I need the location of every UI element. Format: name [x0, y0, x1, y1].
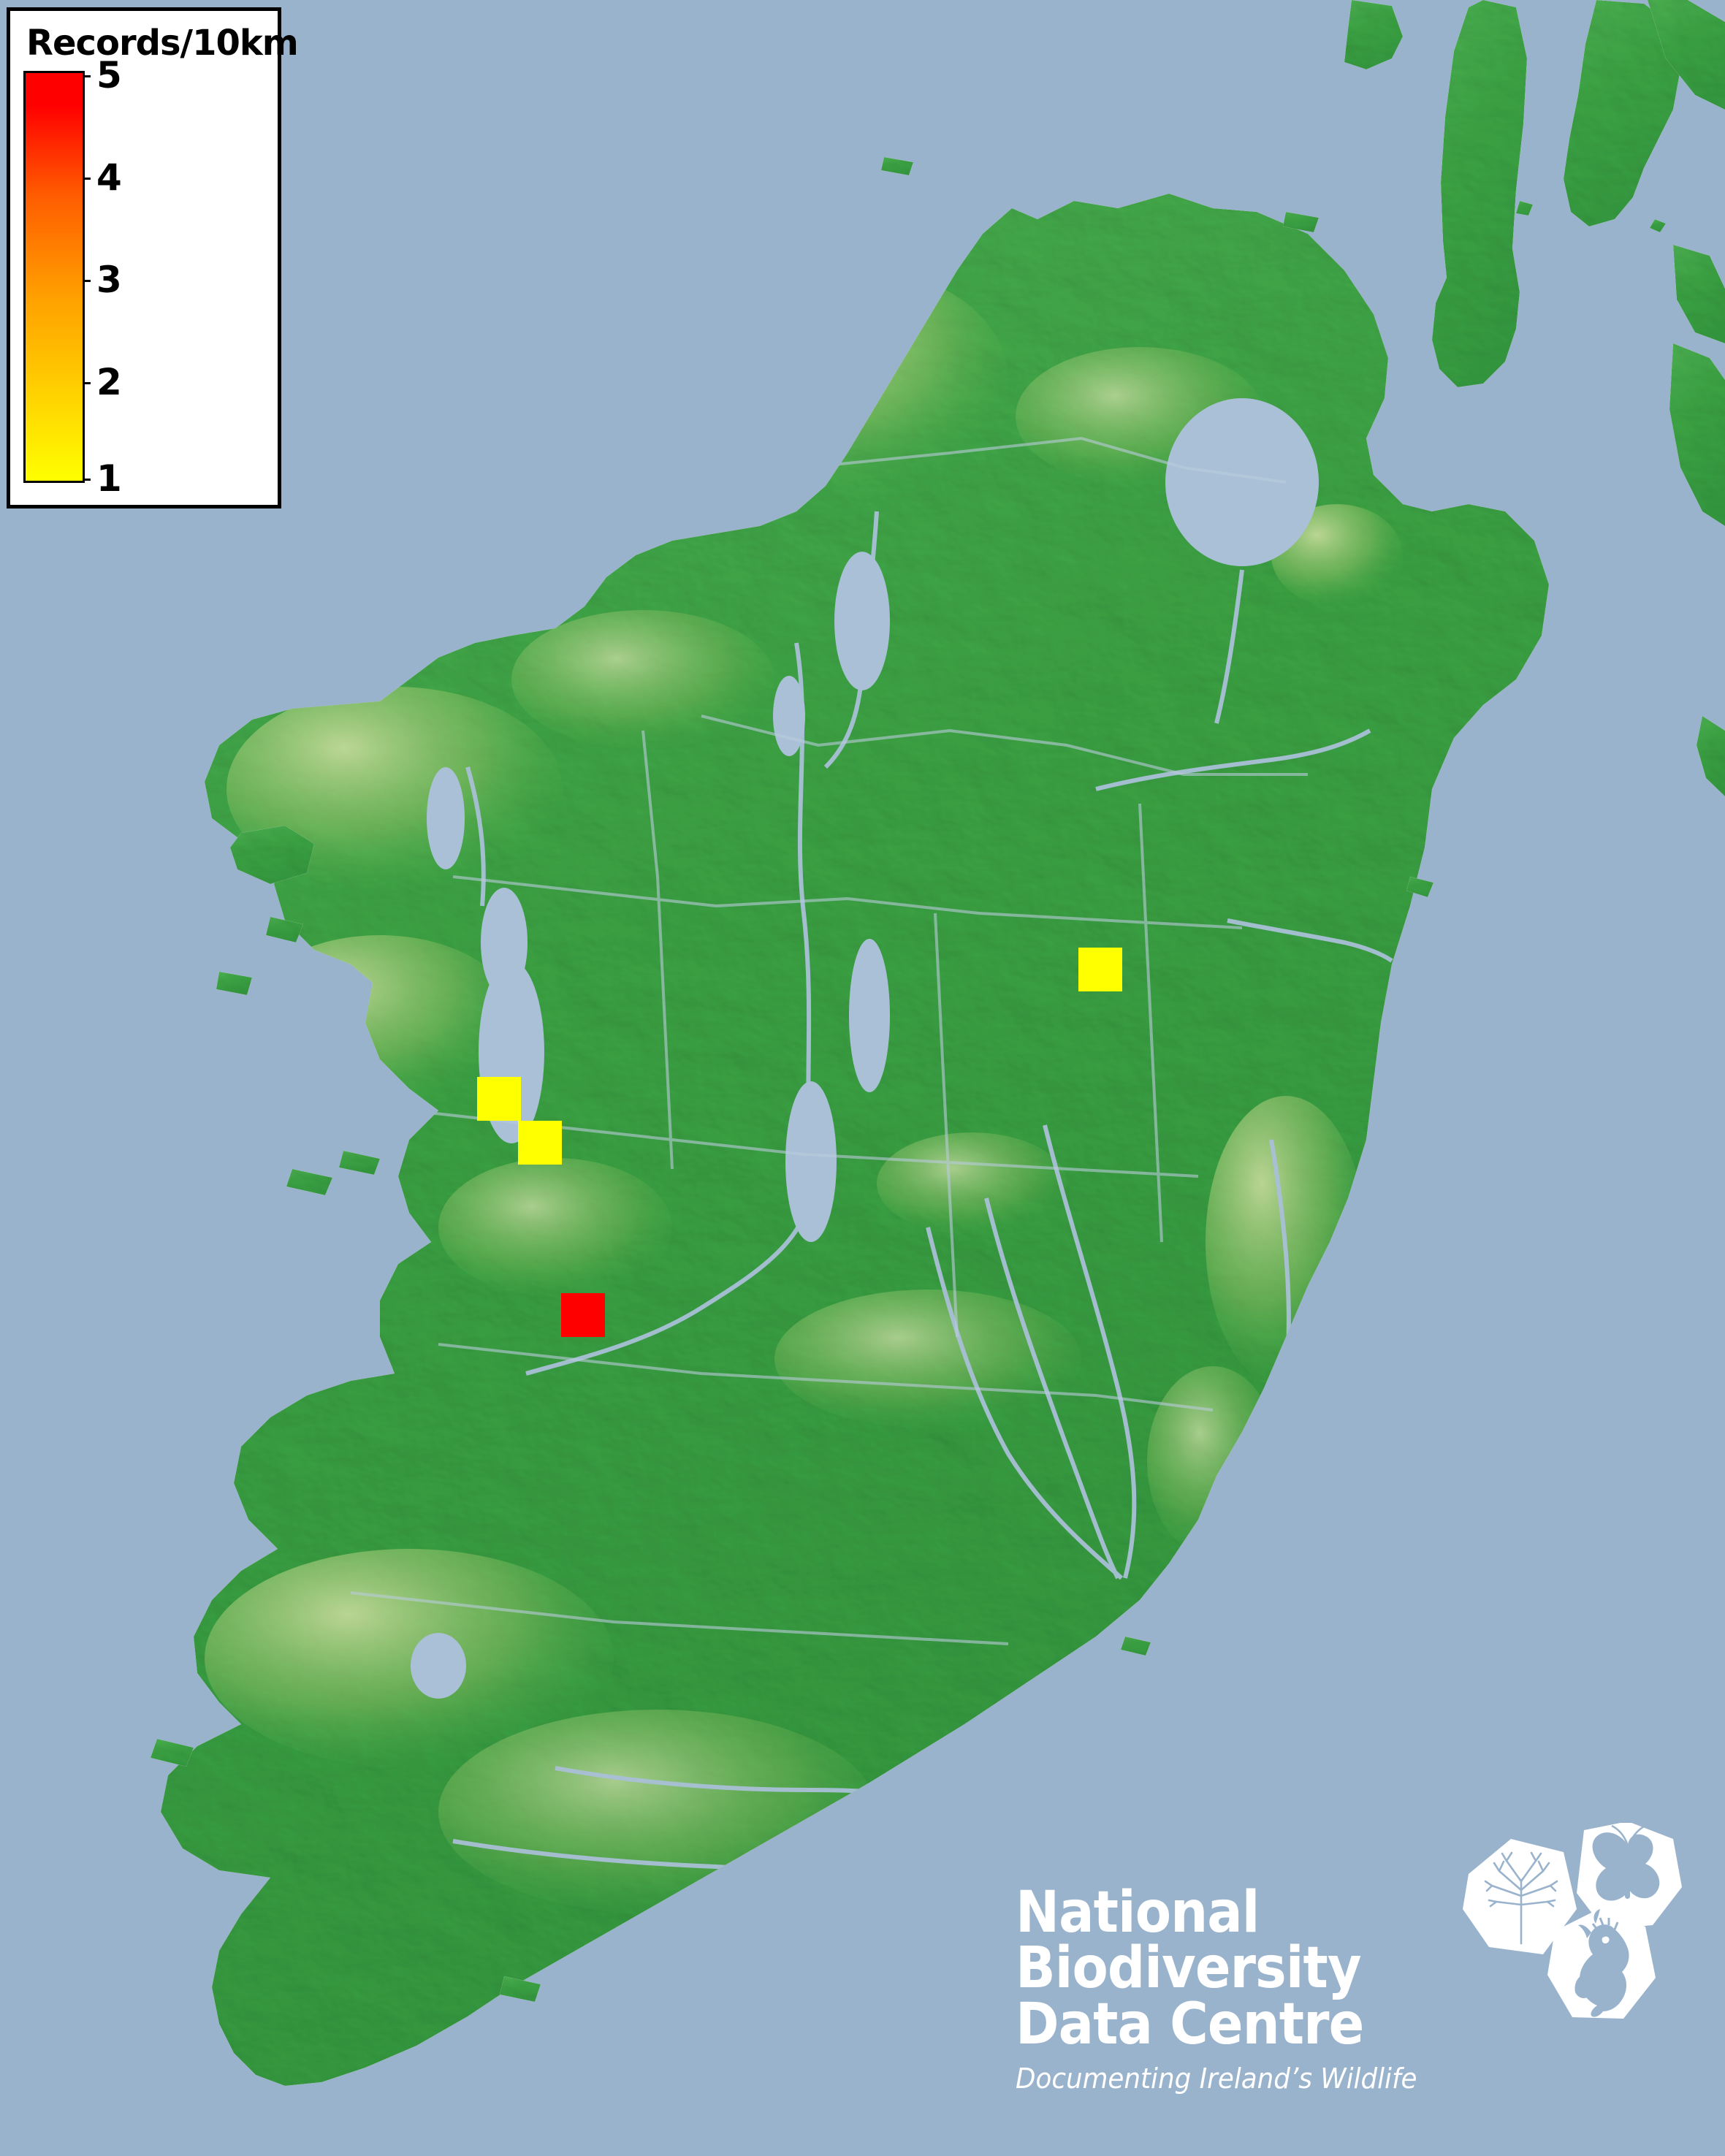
upland-mayo: [226, 687, 563, 891]
legend-tick-label-1: 1: [96, 457, 122, 500]
logo-tagline: Documenting Ireland’s Wildlife: [1016, 2062, 1417, 2095]
logo-line-data-centre: Data Centre: [1016, 1991, 1364, 2057]
scotland-sw: [1648, 0, 1725, 110]
tory-island: [881, 157, 913, 175]
valentia-island: [151, 1739, 194, 1767]
river-nore: [984, 1197, 1120, 1580]
offshore-islands: [151, 157, 1433, 2002]
record-square-west-north[interactable]: [477, 1077, 521, 1121]
rivers: [452, 511, 1393, 1894]
river-liffey: [1227, 918, 1393, 963]
upland-kerry: [205, 1549, 614, 1768]
isle-of-man: [1697, 716, 1725, 796]
legend-colorbar: [23, 71, 85, 483]
cape-clear: [500, 1976, 541, 2002]
aran-islands: [286, 1169, 332, 1195]
legend-tick-5: [83, 75, 91, 77]
lake-erne: [834, 552, 890, 690]
river-suir: [926, 1227, 1123, 1580]
legend-tick-1: [83, 479, 91, 481]
isle-arran: [1564, 0, 1680, 226]
upland-slievebloom: [877, 1132, 1067, 1235]
saltee-islands: [1121, 1637, 1151, 1656]
nbdc-logo-marks: [1463, 1823, 1682, 2019]
legend-tick-label-3: 3: [96, 259, 122, 301]
legend-tick-label-2: 2: [96, 361, 122, 403]
britain-edge: [1648, 0, 1725, 796]
isle-small-1: [1516, 201, 1533, 216]
lake-conn: [427, 767, 465, 869]
record-square-clare[interactable]: [561, 1293, 605, 1337]
legend-title: Records/10km: [26, 23, 299, 64]
rathlin-island: [1283, 212, 1319, 232]
clare-island: [266, 917, 303, 942]
lake-mask: [481, 888, 528, 997]
nbdc-logo-text: National Biodiversity Data Centre Docume…: [1016, 1880, 1483, 2095]
isle-scot-se: [1673, 245, 1725, 343]
achill-island: [230, 826, 314, 884]
logo-line-national: National: [1016, 1880, 1260, 1946]
isle-kintyre: [1432, 0, 1527, 387]
legend-tick-4: [83, 178, 91, 180]
river-boyne: [1095, 728, 1371, 791]
plant-umbel-icon: [1463, 1839, 1577, 1954]
logo-line-biodiversity: Biodiversity: [1016, 1935, 1362, 2002]
legend-tick-2: [83, 382, 91, 384]
legend-tick-label-5: 5: [96, 54, 122, 96]
aran-islands-2: [339, 1151, 380, 1175]
legend-panel: Records/10km 5 4 3 2 1: [7, 7, 299, 508]
lake-leane: [411, 1633, 466, 1699]
legend-tick-label-4: 4: [96, 156, 122, 199]
river-shannon: [525, 642, 814, 1376]
inishbofin: [216, 972, 252, 995]
legend-tick-3: [83, 280, 91, 282]
isle-islay: [1344, 0, 1403, 69]
lake-ree: [849, 939, 890, 1092]
lambay-island: [1406, 877, 1433, 897]
record-square-midlands[interactable]: [1078, 948, 1122, 991]
river-bann: [1214, 569, 1244, 724]
wales-coast: [1669, 343, 1725, 526]
upland-sligo: [511, 610, 774, 749]
isle-small-2: [1650, 219, 1666, 232]
upland-clare: [438, 1158, 672, 1297]
river-moy: [465, 766, 486, 907]
scotland-islands: [1344, 0, 1725, 387]
butterfly-icon: [1577, 1823, 1682, 1930]
river-barrow: [1043, 1124, 1137, 1579]
lake-neagh: [1165, 398, 1319, 566]
upland-galtees: [774, 1290, 1081, 1428]
seahorse-icon: [1547, 1909, 1656, 2019]
record-square-galway-bay[interactable]: [518, 1121, 562, 1165]
